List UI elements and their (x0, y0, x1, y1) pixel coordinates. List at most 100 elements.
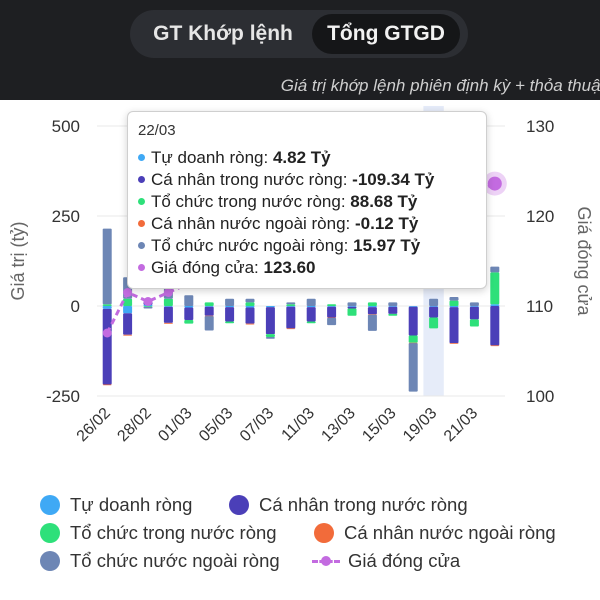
bar-1-04/03 (204, 306, 214, 307)
y-tick-label: 0 (71, 297, 80, 316)
bar-5-20/03 (449, 297, 459, 301)
x-tick-label: 15/03 (359, 405, 399, 445)
bar-2-08/03 (286, 306, 296, 329)
bar-1-01/03 (184, 306, 194, 308)
bar-4-22/03 (490, 345, 500, 347)
bar-5-26/02 (102, 228, 112, 305)
bar-5-14/03 (367, 314, 377, 331)
tooltip-label: Tổ chức trong nước ròng: (151, 192, 351, 211)
tooltip-date: 22/03 (138, 122, 176, 139)
y2-tick-label: 110 (526, 297, 553, 316)
bar-2-18/03 (408, 306, 418, 336)
bar-2-05/03 (225, 307, 235, 322)
bar-1-27/02 (123, 306, 133, 314)
legend-label: Tổ chức nước ngoài ròng (70, 550, 280, 571)
bar-4-20/03 (449, 343, 459, 344)
bar-3-08/03 (286, 304, 296, 306)
tooltip-value: 4.82 Tỷ (272, 148, 331, 167)
bar-3-13/03 (347, 308, 357, 316)
tab-tong-gtgd[interactable]: Tổng GTGD (312, 14, 460, 54)
bar-1-26/02 (102, 306, 112, 309)
bar-5-19/03 (429, 298, 439, 306)
tooltip-label: Cá nhân nước ngoài ròng: (151, 214, 355, 233)
bar-2-26/02 (102, 308, 112, 385)
bar-5-18/03 (408, 343, 418, 392)
bar-5-28/02 (143, 306, 153, 309)
bar-1-15/03 (388, 306, 398, 307)
bar-2-27/02 (123, 313, 133, 335)
tooltip-row-to-chuc-nuoc-ngoai: Tổ chức nước ngoài ròng: 15.97 Tỷ (138, 236, 420, 256)
tooltip-label: Cá nhân trong nước ròng: (151, 170, 353, 189)
bar-1-18/03 (408, 306, 418, 307)
bar-1-20/03 (449, 306, 459, 308)
bar-3-06/03 (245, 302, 255, 306)
legend-label: Cá nhân trong nước ròng (259, 494, 468, 515)
bar-3-20/03 (449, 300, 459, 306)
bar-3-18/03 (408, 335, 418, 343)
bar-5-01/03 (184, 295, 194, 306)
bar-3-07/03 (265, 334, 275, 337)
tooltip-dot (138, 264, 145, 272)
bar-1-19/03 (429, 306, 439, 307)
bar-2-11/03 (306, 307, 316, 322)
bar-1-08/03 (286, 306, 296, 307)
bar-1-06/03 (245, 306, 255, 308)
price-point (143, 297, 153, 306)
bar-3-26/02 (102, 304, 112, 306)
bar-3-29/02 (163, 298, 173, 306)
x-tick-label: 26/02 (74, 405, 114, 445)
bar-5-06/03 (245, 298, 255, 303)
price-point (163, 288, 173, 297)
bar-3-21/03 (469, 319, 479, 327)
bar-3-12/03 (327, 304, 337, 306)
bar-3-04/03 (204, 302, 214, 306)
bar-5-11/03 (306, 298, 316, 306)
bar-2-13/03 (347, 306, 357, 309)
bar-4-27/02 (123, 334, 133, 336)
bar-3-01/03 (184, 320, 194, 324)
x-tick-label: 21/03 (441, 405, 481, 445)
legend-swatch (40, 495, 60, 515)
bar-1-13/03 (347, 306, 357, 307)
bar-4-29/02 (163, 322, 173, 324)
bar-2-04/03 (204, 306, 214, 316)
y-tick-label: -250 (46, 387, 80, 406)
tooltip-dot (138, 154, 145, 162)
bar-5-21/03 (469, 302, 479, 306)
y2-tick-label: 120 (526, 207, 554, 226)
bar-1-05/03 (225, 306, 235, 308)
tooltip-label: Giá đóng cửa: (151, 258, 264, 277)
price-point-active (487, 176, 502, 191)
bar-5-04/03 (204, 316, 214, 331)
bar-2-06/03 (245, 307, 255, 324)
tooltip-dot (138, 220, 145, 228)
y2-tick-label: 100 (526, 387, 554, 406)
bar-1-29/02 (163, 306, 173, 307)
bar-3-22/03 (490, 272, 500, 305)
top-bar: GT Khớp lệnh Tổng GTGD Giá trị khớp lệnh… (0, 0, 600, 100)
bar-3-15/03 (388, 313, 398, 316)
tab-gt-khop-lenh[interactable]: GT Khớp lệnh (153, 22, 293, 45)
bar-4-06/03 (245, 323, 255, 325)
tooltip-row-ca-nhan-nuoc-ngoai: Cá nhân nước ngoài ròng: -0.12 Tỷ (138, 214, 418, 234)
bar-1-21/03 (469, 306, 479, 307)
bar-2-15/03 (388, 306, 398, 314)
bar-5-22/03 (490, 266, 500, 273)
bar-2-12/03 (327, 306, 337, 318)
bar-3-11/03 (306, 321, 316, 324)
bar-2-14/03 (367, 307, 377, 315)
bar-1-12/03 (327, 306, 337, 307)
tooltip-value: 123.60 (263, 258, 316, 277)
bar-2-07/03 (265, 307, 275, 335)
bar-1-07/03 (265, 306, 275, 308)
bar-2-20/03 (449, 307, 459, 344)
tooltip-label: Tự doanh ròng: (151, 148, 273, 167)
bar-5-07/03 (265, 336, 275, 339)
tooltip-dot (138, 176, 145, 184)
price-point (123, 288, 133, 297)
bar-3-19/03 (429, 317, 439, 329)
bar-2-01/03 (184, 307, 194, 321)
y-axis-title: Giá trị (tỷ) (8, 222, 28, 301)
view-toggle: GT Khớp lệnh Tổng GTGD (130, 10, 468, 58)
legend-swatch (40, 523, 60, 543)
